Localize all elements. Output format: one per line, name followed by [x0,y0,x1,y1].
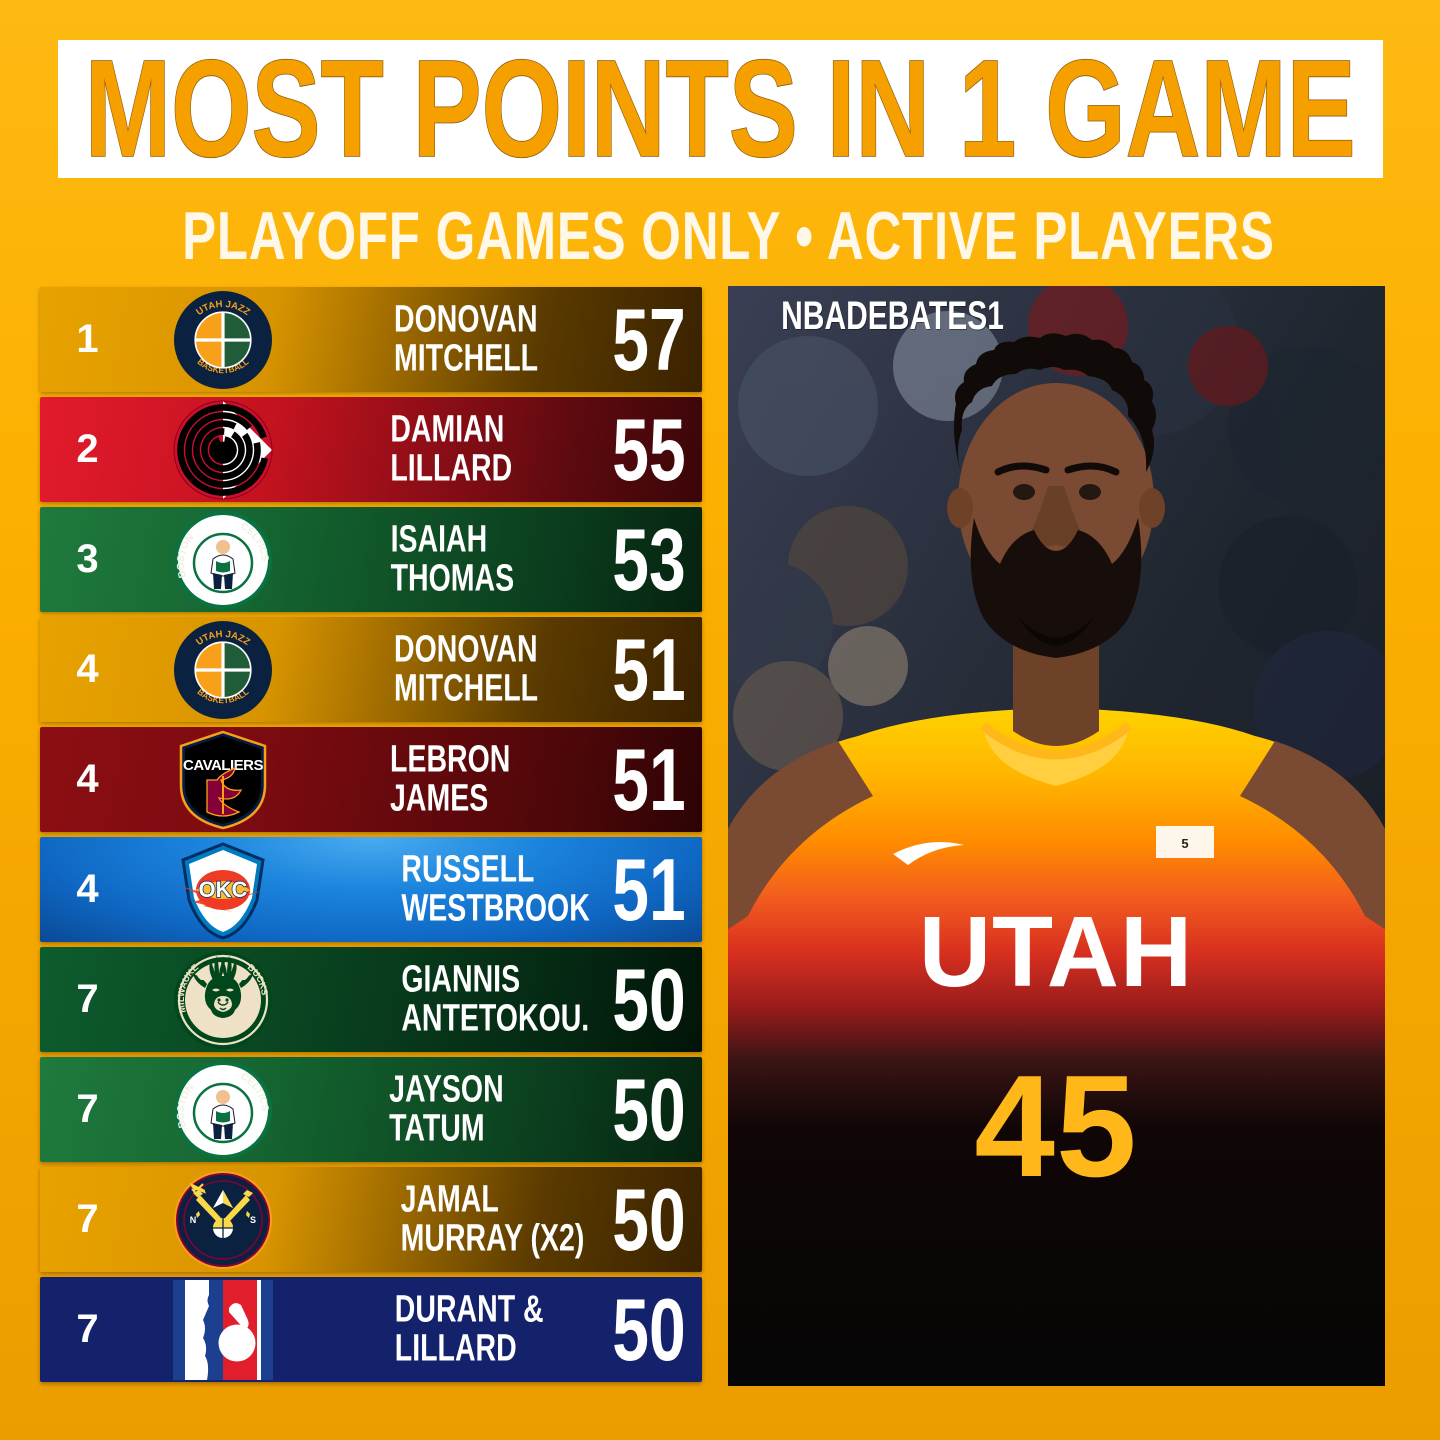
svg-text:UTAH: UTAH [919,896,1193,1008]
svg-text:5: 5 [1181,836,1188,851]
svg-text:45: 45 [974,1045,1137,1207]
